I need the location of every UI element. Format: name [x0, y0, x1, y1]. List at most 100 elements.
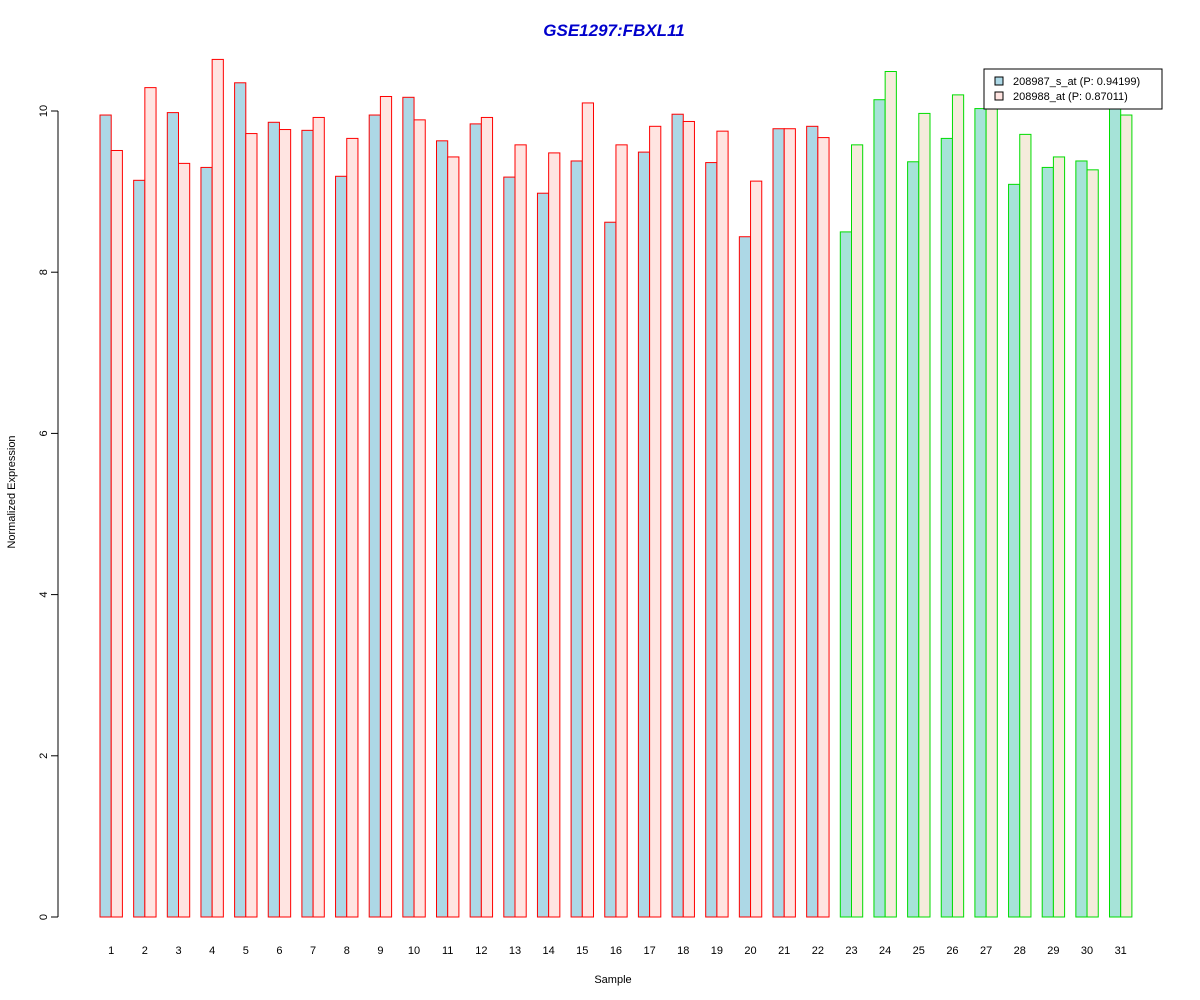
x-tick-label: 24 — [879, 945, 891, 957]
bar-series-1-sample-15 — [570, 160, 583, 918]
bar-series-1-sample-27 — [974, 108, 987, 918]
x-tick-label: 31 — [1115, 945, 1127, 957]
bar-series-1-sample-11 — [436, 140, 449, 918]
x-tick-label: 3 — [175, 945, 181, 957]
bar-series-2-sample-27 — [985, 94, 998, 918]
y-tick-label: 8 — [38, 269, 50, 275]
bar-series-2-sample-19 — [716, 130, 729, 918]
bar-series-2-sample-23 — [851, 144, 864, 918]
x-tick-label: 25 — [913, 945, 925, 957]
bar-series-2-sample-18 — [682, 120, 695, 918]
bar-series-2-sample-15 — [581, 102, 594, 918]
bar-series-1-sample-30 — [1075, 160, 1088, 918]
bar-series-1-sample-16 — [604, 221, 617, 918]
bar-series-2-sample-26 — [951, 94, 965, 918]
x-tick-label: 2 — [142, 945, 148, 957]
bar-series-1-sample-25 — [907, 161, 920, 918]
x-tick-label: 11 — [442, 945, 453, 957]
x-tick-label: 4 — [209, 945, 215, 957]
bar-series-1-sample-4 — [200, 166, 213, 918]
bars — [99, 58, 1133, 918]
bar-series-1-sample-14 — [536, 192, 550, 918]
x-axis-label: Sample — [594, 974, 631, 986]
x-tick-label: 15 — [576, 945, 588, 957]
bar-series-1-sample-10 — [402, 96, 415, 918]
x-tick-label: 16 — [610, 945, 622, 957]
x-tick-label: 19 — [711, 945, 723, 957]
bar-series-1-sample-18 — [671, 113, 684, 918]
x-tick-label: 29 — [1047, 945, 1059, 957]
bar-series-1-sample-26 — [940, 137, 953, 918]
x-tick-label: 26 — [946, 945, 958, 957]
y-tick-label: 10 — [38, 105, 50, 117]
bar-series-1-sample-7 — [301, 129, 314, 918]
x-tick-label: 10 — [408, 945, 420, 957]
y-tick-label: 6 — [38, 430, 50, 436]
bar-series-1-sample-19 — [705, 162, 718, 918]
bar-series-1-sample-20 — [738, 236, 752, 918]
bar-series-2-sample-20 — [750, 180, 763, 918]
x-tick-label: 8 — [344, 945, 350, 957]
legend-swatch-series-2 — [994, 91, 1004, 101]
x-tick-label: 9 — [377, 945, 383, 957]
y-tick-label: 0 — [38, 914, 50, 920]
x-tick-label: 20 — [744, 945, 756, 957]
legend-label-series-1: 208987_s_at (P: 0.94199) — [1013, 76, 1140, 88]
bar-series-2-sample-22 — [817, 137, 830, 918]
y-tick-label: 2 — [38, 753, 50, 759]
bar-series-2-sample-3 — [178, 162, 191, 918]
x-tick-label: 18 — [677, 945, 689, 957]
bar-series-2-sample-21 — [783, 128, 796, 918]
x-tick-label: 13 — [509, 945, 521, 957]
bar-series-2-sample-17 — [649, 125, 662, 918]
bar-series-2-sample-5 — [245, 133, 258, 918]
bar-series-2-sample-28 — [1019, 133, 1032, 918]
bar-series-1-sample-3 — [166, 112, 180, 918]
bar-series-1-sample-23 — [839, 231, 852, 918]
bar-series-2-sample-16 — [615, 144, 628, 918]
bar-series-2-sample-31 — [1120, 114, 1133, 918]
bar-series-1-sample-6 — [267, 121, 280, 918]
bar-series-2-sample-2 — [144, 87, 157, 918]
bar-series-2-sample-1 — [110, 149, 123, 918]
x-tick-label: 6 — [276, 945, 282, 957]
bar-series-2-sample-6 — [278, 129, 292, 918]
x-tick-label: 22 — [812, 945, 824, 957]
bar-series-1-sample-8 — [335, 175, 348, 918]
x-tick-label: 5 — [243, 945, 249, 957]
bar-series-1-sample-2 — [133, 179, 146, 918]
legend-box — [983, 68, 1163, 110]
bar-series-1-sample-31 — [1109, 104, 1122, 918]
bar-series-2-sample-11 — [447, 156, 460, 918]
bar-series-2-sample-29 — [1052, 156, 1066, 918]
bar-series-1-sample-24 — [873, 99, 886, 918]
x-tick-label: 27 — [980, 945, 992, 957]
bar-series-1-sample-17 — [637, 151, 651, 918]
x-tick-label: 21 — [778, 945, 790, 957]
y-axis-ticks: 0 2 4 6 8 10 — [38, 105, 58, 920]
bar-series-1-sample-9 — [368, 114, 381, 918]
x-tick-label: 23 — [845, 945, 857, 957]
legend-swatch-series-1 — [994, 76, 1004, 86]
legend-label-series-2: 208988_at (P: 0.87011) — [1013, 91, 1128, 103]
bar-series-1-sample-22 — [806, 125, 819, 918]
y-tick-label: 4 — [38, 592, 50, 598]
legend: 208987_s_at (P: 0.94199) 208988_at (P: 0… — [983, 68, 1163, 110]
x-tick-label: 1 — [108, 945, 114, 957]
bar-series-1-sample-5 — [234, 82, 247, 918]
x-tick-label: 12 — [475, 945, 487, 957]
bar-series-2-sample-14 — [548, 152, 561, 918]
bar-series-2-sample-25 — [918, 112, 931, 918]
bar-series-2-sample-13 — [514, 144, 527, 918]
bar-series-2-sample-7 — [312, 116, 325, 918]
bar-series-1-sample-21 — [772, 128, 785, 918]
bar-series-2-sample-12 — [480, 116, 494, 918]
x-tick-label: 30 — [1081, 945, 1093, 957]
bar-series-2-sample-4 — [211, 58, 224, 918]
x-tick-label: 17 — [643, 945, 655, 957]
bar-series-2-sample-9 — [379, 95, 393, 918]
bar-series-1-sample-29 — [1041, 166, 1054, 918]
bar-series-2-sample-10 — [413, 119, 426, 918]
x-tick-label: 14 — [543, 945, 555, 957]
